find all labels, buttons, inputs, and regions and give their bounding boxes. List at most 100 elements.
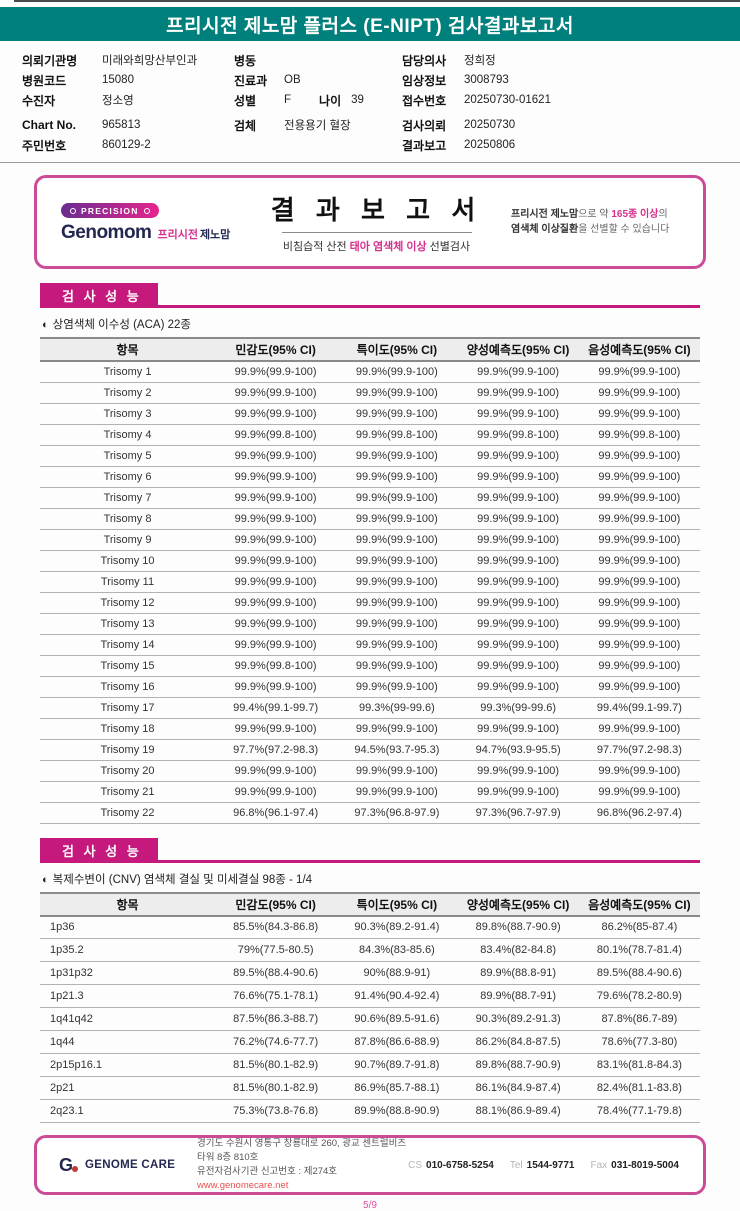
table-cell: Trisomy 9 bbox=[40, 529, 215, 551]
table-cell: 99.9%(99.9-100) bbox=[457, 466, 579, 488]
table-cell: 1p21.3 bbox=[40, 984, 215, 1008]
table-cell: 99.9%(99.9-100) bbox=[578, 676, 700, 698]
table-cell: 99.9%(99.9-100) bbox=[578, 634, 700, 656]
table-cell: 78.4%(77.1-79.8) bbox=[578, 1099, 700, 1123]
table-cell: 2p21 bbox=[40, 1076, 215, 1100]
ring-icon bbox=[143, 207, 150, 214]
field-label: 담당의사 bbox=[402, 53, 447, 68]
table-cell: 99.9%(99.9-100) bbox=[336, 508, 458, 530]
contact-tel: Tel 1544-9771 bbox=[510, 1160, 575, 1171]
table-row: Trisomy 5 99.9%(99.9-100) 99.9%(99.9-100) 9… bbox=[40, 445, 700, 467]
field-label: 수진자 bbox=[22, 93, 56, 108]
table-cell: 99.9%(99.8-100) bbox=[578, 424, 700, 446]
result-report-title: 결 과 보 고 서 bbox=[270, 195, 483, 225]
text-span: 165종 이상 bbox=[611, 208, 659, 220]
table-cell: 99.9%(99.9-100) bbox=[215, 613, 337, 635]
section-title: 검 사 성 능 bbox=[40, 837, 158, 863]
column-header: 음성예측도(95% CI) bbox=[578, 891, 700, 917]
table-cell: 81.5%(80.1-82.9) bbox=[215, 1053, 337, 1077]
table-cell: 99.9%(99.8-100) bbox=[215, 655, 337, 677]
table-cell: 89.9%(88.7-91) bbox=[457, 984, 579, 1008]
half-circle-icon: ◐ bbox=[42, 319, 49, 331]
table-body: Trisomy 1 99.9%(99.9-100) 99.9%(99.9-100) 9… bbox=[40, 361, 700, 824]
field-value: F bbox=[284, 94, 292, 106]
text-span: 염색체 이상질환 bbox=[511, 224, 579, 235]
field-label: Chart No. bbox=[22, 118, 76, 132]
field-label: 성별 bbox=[234, 93, 257, 108]
table-cell: 99.9%(99.9-100) bbox=[457, 508, 579, 530]
half-circle-icon: ◐ bbox=[42, 873, 49, 886]
table-cell: Trisomy 7 bbox=[40, 487, 215, 509]
table-row: Trisomy 14 99.9%(99.9-100) 99.9%(99.9-100)… bbox=[40, 634, 700, 656]
contact-fax: Fax 031-8019-5004 bbox=[590, 1160, 679, 1171]
table-cell: 99.9%(99.9-100) bbox=[457, 613, 579, 635]
table-cell: 99.9%(99.9-100) bbox=[578, 550, 700, 572]
table-cell: 99.9%(99.9-100) bbox=[336, 718, 458, 740]
field-value: 20250730-01621 bbox=[464, 94, 551, 106]
table-cell: 99.9%(99.9-100) bbox=[336, 781, 458, 803]
table-cell: 85.5%(84.3-86.8) bbox=[215, 915, 337, 939]
section-title: 검 사 성 능 bbox=[40, 283, 158, 308]
table-cell: 90.7%(89.7-91.8) bbox=[336, 1053, 458, 1077]
section-subtitle-cnv: ◐ 복제수변이 (CNV) 염색체 결실 및 미세결실 98종 - 1/4 bbox=[42, 871, 700, 886]
table-cell: 99.9%(99.9-100) bbox=[578, 571, 700, 593]
field-value: OB bbox=[284, 74, 301, 86]
table-cell: 99.9%(99.9-100) bbox=[215, 403, 337, 425]
table-row: Trisomy 6 99.9%(99.9-100) 99.9%(99.9-100) 9… bbox=[40, 466, 700, 488]
field-specimen: 검체 전용용기 혈장 bbox=[234, 115, 402, 135]
field-value: 860129-2 bbox=[102, 139, 151, 151]
table-cell: 99.9%(99.9-100) bbox=[215, 718, 337, 740]
contact-label: Fax bbox=[590, 1159, 608, 1171]
table-cell: Trisomy 22 bbox=[40, 802, 215, 824]
table-cell: 99.9%(99.9-100) bbox=[336, 613, 458, 635]
title-underline bbox=[281, 232, 472, 233]
table-cell: 99.9%(99.9-100) bbox=[215, 676, 337, 698]
table-row: 1q41q42 87.5%(86.3-88.7) 90.6%(89.5-91.6) 9… bbox=[40, 1007, 700, 1031]
table-cell: 99.9%(99.9-100) bbox=[336, 571, 458, 593]
field-label: 병동 bbox=[234, 53, 257, 68]
table-cell: 99.9%(99.9-100) bbox=[578, 655, 700, 677]
table-cell: Trisomy 3 bbox=[40, 403, 215, 425]
column-header: 민감도(95% CI) bbox=[215, 337, 337, 362]
table-cell: Trisomy 1 bbox=[40, 361, 215, 383]
table-cell: 89.5%(88.4-90.6) bbox=[578, 961, 700, 985]
table-cell: 99.9%(99.9-100) bbox=[215, 634, 337, 656]
footer-contacts: CS 010-6758-5254 Tel 1544-9771 Fax 031-8019… bbox=[408, 1160, 703, 1171]
patient-info-section: 의뢰기관명 미래와희망산부인과 병원코드 15080 수진자 정소영 Chart No… bbox=[0, 41, 740, 163]
table-row: Trisomy 2 99.9%(99.9-100) 99.9%(99.9-100) 9… bbox=[40, 382, 700, 404]
result-report-header-box: PRECISION Genomom 프리시전 제노맘 결 과 보 고 서 비침습적 … bbox=[34, 175, 706, 269]
table-body: 1p36 85.5%(84.3-86.8) 90.3%(89.2-91.4) 89.8… bbox=[40, 915, 700, 1123]
table-cell: 87.5%(86.3-88.7) bbox=[215, 1007, 337, 1031]
field-value: 정희정 bbox=[464, 55, 496, 67]
table-cell: 1p36 bbox=[40, 915, 215, 939]
table-cell: 99.9%(99.9-100) bbox=[578, 487, 700, 509]
contact-value: 031-8019-5004 bbox=[611, 1159, 679, 1171]
field-ward: 병동 bbox=[234, 50, 402, 70]
table-cell: 89.8%(88.7-90.9) bbox=[457, 1053, 579, 1077]
table-cell: 1p35.2 bbox=[40, 938, 215, 962]
table-cell: Trisomy 8 bbox=[40, 508, 215, 530]
footer-address-block: 경기도 수원시 영통구 창룡대로 260, 광교 센트럴비즈타워 8층 810호… bbox=[197, 1137, 408, 1194]
table-cell: Trisomy 19 bbox=[40, 739, 215, 761]
patient-info-col1: 의뢰기관명 미래와희망산부인과 병원코드 15080 수진자 정소영 Chart No… bbox=[22, 50, 234, 155]
screening-note: 프리시전 제노맘으로 약 165종 이상의 염색체 이상질환을 선별할 수 있습… bbox=[511, 207, 703, 238]
field-value: 3008793 bbox=[464, 74, 509, 86]
table-row: 1p21.3 76.6%(75.1-78.1) 91.4%(90.4-92.4) 89… bbox=[40, 984, 700, 1008]
table-cell: 99.9%(99.9-100) bbox=[578, 445, 700, 467]
table-cell: 99.9%(99.9-100) bbox=[336, 529, 458, 551]
table-cell: Trisomy 17 bbox=[40, 697, 215, 719]
table-cell: 99.9%(99.9-100) bbox=[457, 676, 579, 698]
field-label: 검체 bbox=[234, 118, 257, 133]
table-cell: 81.5%(80.1-82.9) bbox=[215, 1076, 337, 1100]
table-cell: 2q23.1 bbox=[40, 1099, 215, 1123]
table-cell: 99.9%(99.9-100) bbox=[578, 760, 700, 782]
precision-badge: PRECISION bbox=[61, 203, 159, 218]
table-cell: 99.9%(99.9-100) bbox=[336, 676, 458, 698]
table-cell: 99.9%(99.9-100) bbox=[457, 487, 579, 509]
table-cell: 83.4%(82-84.8) bbox=[457, 938, 579, 962]
table-cell: 99.9%(99.8-100) bbox=[215, 424, 337, 446]
section-header-cnv: 검 사 성 능 bbox=[40, 837, 700, 863]
page-number: 5/9 bbox=[363, 1200, 377, 1211]
ring-icon bbox=[70, 207, 76, 214]
table-cell: 99.3%(99-99.6) bbox=[457, 697, 579, 719]
